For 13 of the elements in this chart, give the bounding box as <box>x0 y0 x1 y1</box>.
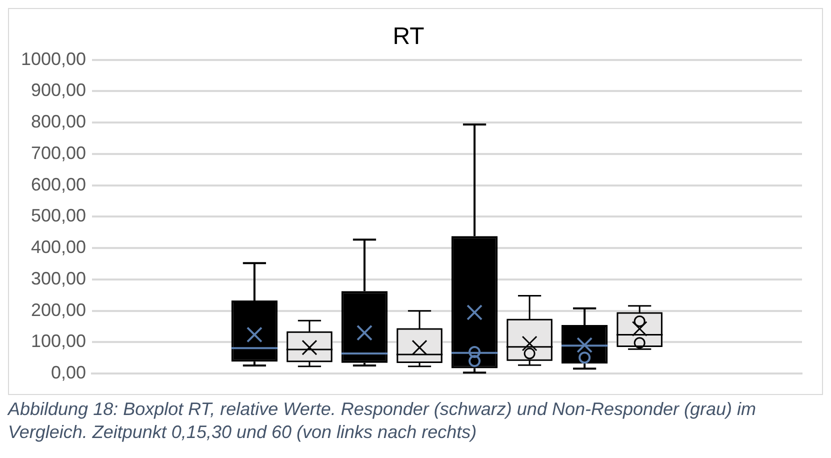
chart-title: RT <box>392 23 425 50</box>
y-tick-label: 1000,00 <box>20 48 86 69</box>
y-tick-label: 900,00 <box>31 80 86 100</box>
y-tick-label: 800,00 <box>31 112 86 132</box>
y-tick-label: 600,00 <box>31 174 86 194</box>
y-tick-label: 400,00 <box>31 237 86 258</box>
y-tick-label: 300,00 <box>31 268 86 288</box>
y-tick-label: 500,00 <box>31 206 86 226</box>
y-tick-label: 700,00 <box>31 142 86 163</box>
text: Abbildung 18: Boxplot RT, relative Werte. Responder (schwarz) und Non-Responder (grau) im Vergleich. Zeitpunkt 0,15,30 und 60 (von links nach rechts) <box>8 398 758 444</box>
y-tick-label: 100,00 <box>31 331 86 352</box>
y-tick-label: 0,00 <box>51 362 86 383</box>
y-tick-label: 200,00 <box>31 300 86 320</box>
